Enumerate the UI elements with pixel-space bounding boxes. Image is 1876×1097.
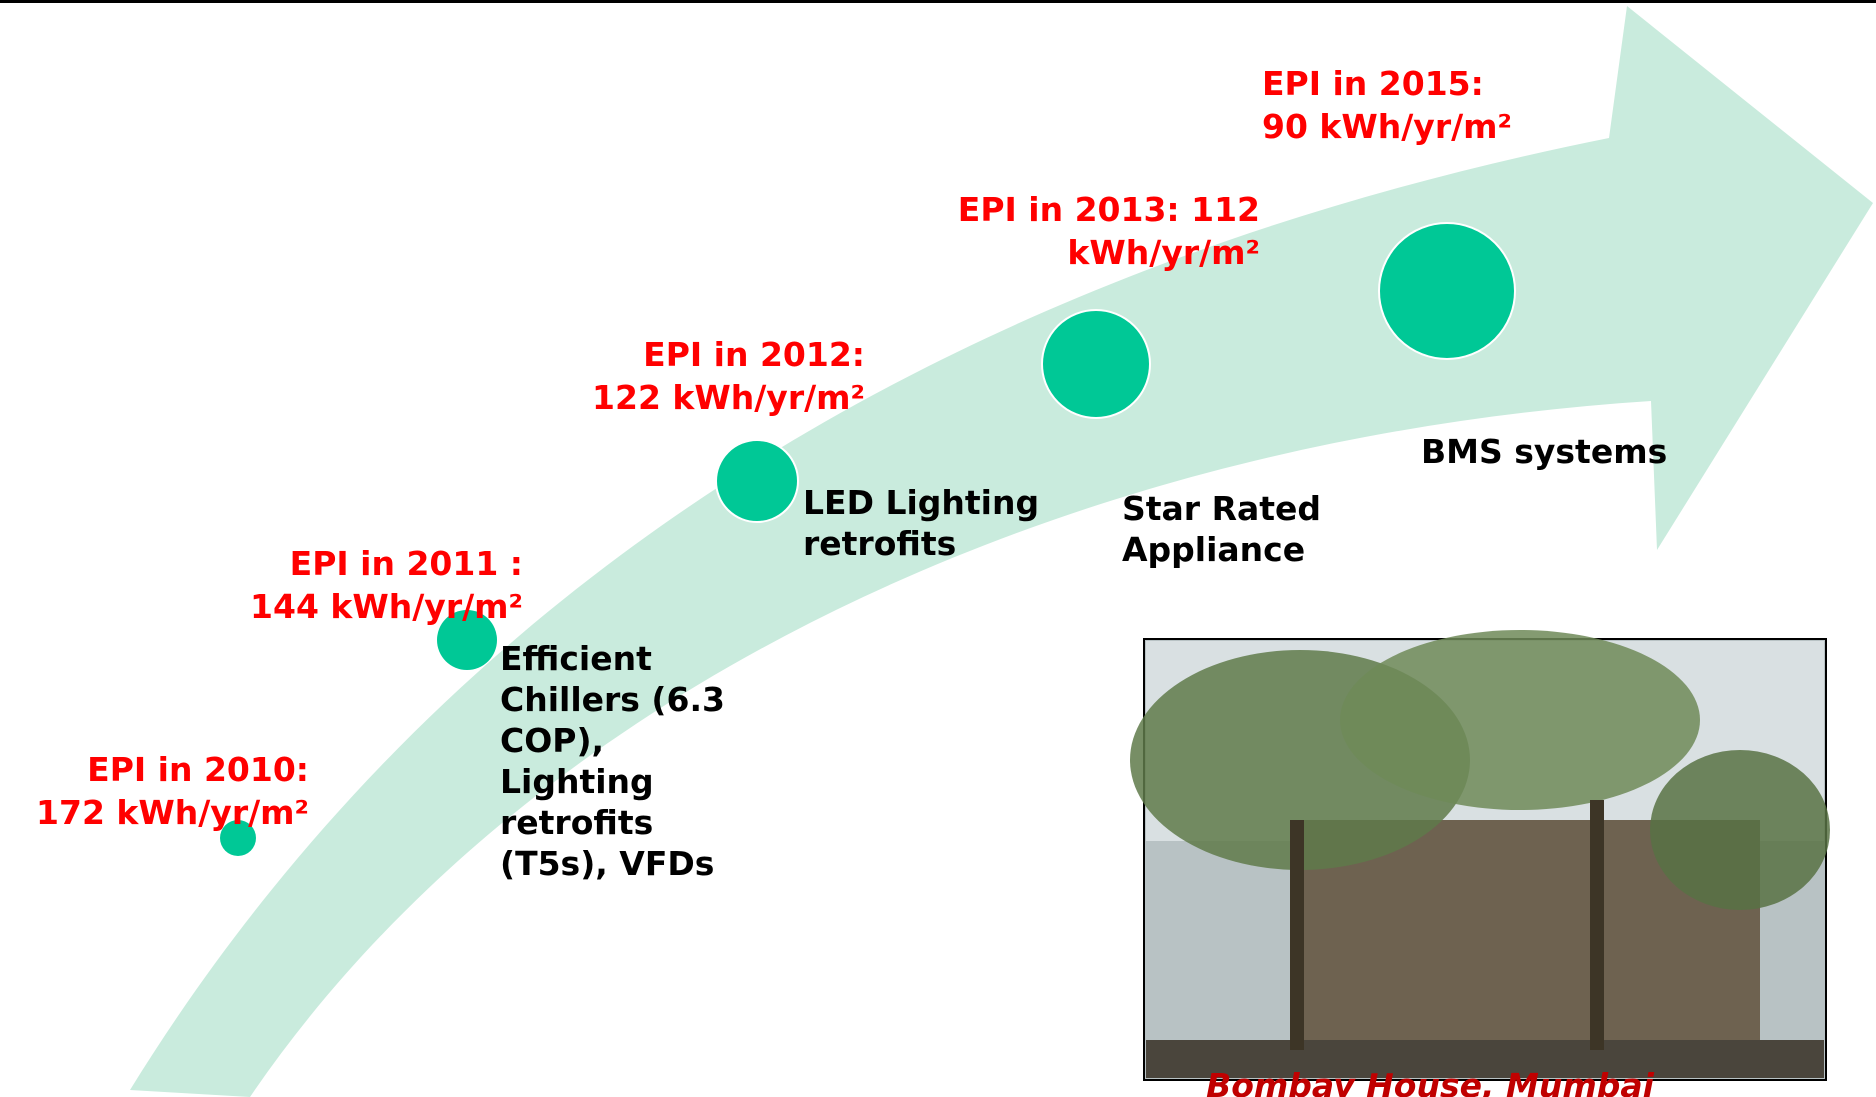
milestone-dot: [716, 440, 798, 522]
measure-label: Appliance: [1122, 530, 1305, 569]
measure-label: (T5s), VFDs: [500, 844, 714, 883]
epi-label: 90 kWh/yr/m²: [1262, 107, 1512, 146]
measure-label: LED Lighting: [803, 483, 1039, 522]
measure-label: BMS systems: [1421, 432, 1667, 471]
photo-tree: [1340, 630, 1700, 810]
measure-label: COP),: [500, 721, 604, 760]
epi-label: kWh/yr/m²: [1067, 233, 1260, 272]
photo-trunk: [1590, 800, 1604, 1050]
measure-label: Lighting: [500, 762, 654, 801]
epi-label: 122 kWh/yr/m²: [592, 378, 865, 417]
measure-label: retrofits: [500, 803, 653, 842]
milestone-dot: [1379, 223, 1515, 359]
measure-label: Star Rated: [1122, 489, 1321, 528]
measure-label: retrofits: [803, 524, 956, 563]
measure-label: Chillers (6.3: [500, 680, 725, 719]
epi-label: EPI in 2015:: [1262, 64, 1484, 103]
photo-caption: Bombay House, Mumbai: [1206, 1066, 1655, 1097]
epi-label: EPI in 2013: 112: [958, 190, 1260, 229]
photo-tree: [1650, 750, 1830, 910]
photo: [1130, 630, 1830, 1080]
milestone-dot: [1042, 310, 1150, 418]
photo-trunk: [1290, 820, 1304, 1050]
measure-label: Efficient: [500, 639, 652, 678]
epi-label: 144 kWh/yr/m²: [250, 587, 523, 626]
epi-label: EPI in 2010:: [87, 750, 309, 789]
epi-label: 172 kWh/yr/m²: [36, 793, 309, 832]
slide: Bombay House, Mumbai EPI in 2010: 172 kWh…: [0, 0, 1876, 1097]
top-border: [0, 0, 1876, 3]
epi-label: EPI in 2011 :: [290, 544, 523, 583]
epi-label: EPI in 2012:: [643, 335, 865, 374]
